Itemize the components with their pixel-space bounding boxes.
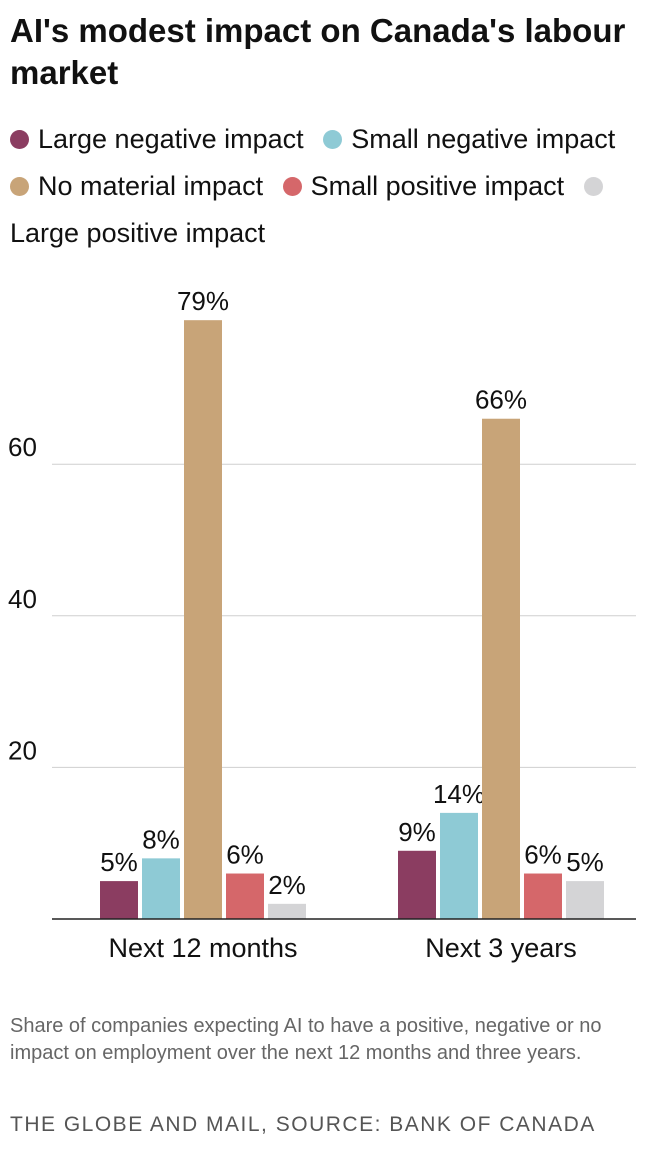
legend: Large negative impact Small negative imp… — [10, 116, 650, 257]
y-tick-label-20: 20 — [8, 735, 37, 765]
legend-swatch-small-negative — [323, 130, 343, 149]
data-label-small-positive-impact-next-3-years: 6% — [524, 840, 562, 870]
legend-item-small-positive: Small positive impact — [282, 171, 565, 201]
legend-label-no-material: No material impact — [38, 171, 264, 201]
legend-swatch-no-material — [10, 177, 29, 196]
bar-no-material-impact-next-12-months — [184, 320, 222, 919]
chart-caption: Share of companies expecting AI to have … — [10, 1015, 602, 1064]
legend-label-small-positive: Small positive impact — [310, 171, 565, 201]
legend-label-large-positive: Large positive impact — [10, 218, 266, 248]
legend-item-large-negative: Large negative impact — [10, 124, 304, 154]
legend-item-large-positive: Large positive impact — [10, 171, 612, 248]
bar-small-positive-impact-next-12-months — [226, 873, 264, 919]
chart-title: AI's modest impact on Canada's labour ma… — [10, 12, 626, 91]
legend-swatch-small-positive — [282, 177, 302, 196]
bar-large-positive-impact-next-12-months — [268, 903, 306, 919]
x-tick-label-next-3-years: Next 3 years — [425, 933, 577, 963]
chart-source: THE GLOBE AND MAIL, SOURCE: BANK OF CANA… — [10, 1113, 596, 1136]
bar-large-negative-impact-next-3-years — [398, 850, 436, 919]
data-label-no-material-impact-next-3-years: 66% — [475, 385, 527, 415]
bar-small-negative-impact-next-3-years — [440, 812, 478, 919]
legend-swatch-large-positive — [583, 177, 603, 196]
bar-large-negative-impact-next-12-months — [100, 881, 138, 919]
legend-item-small-negative: Small negative impact — [323, 124, 615, 154]
data-label-small-negative-impact-next-12-months: 8% — [142, 824, 180, 854]
data-label-large-positive-impact-next-3-years: 5% — [566, 847, 604, 877]
data-label-small-positive-impact-next-12-months: 6% — [226, 840, 264, 870]
data-label-small-negative-impact-next-3-years: 14% — [433, 779, 485, 809]
legend-label-large-negative: Large negative impact — [38, 124, 304, 154]
data-label-large-negative-impact-next-3-years: 9% — [398, 817, 436, 847]
legend-item-no-material: No material impact — [10, 171, 263, 201]
data-label-no-material-impact-next-12-months: 79% — [177, 286, 229, 316]
data-label-large-negative-impact-next-12-months: 5% — [100, 847, 138, 877]
legend-swatch-large-negative — [10, 130, 29, 149]
bar-small-negative-impact-next-12-months — [142, 858, 180, 919]
legend-label-small-negative: Small negative impact — [351, 124, 616, 154]
bar-no-material-impact-next-3-years — [482, 418, 520, 919]
y-tick-label-40: 40 — [8, 584, 37, 614]
bar-large-positive-impact-next-3-years — [566, 881, 604, 919]
data-label-large-positive-impact-next-12-months: 2% — [268, 870, 306, 900]
y-tick-label-60: 60 — [8, 432, 37, 462]
x-tick-label-next-12-months: Next 12 months — [108, 933, 297, 963]
bar-small-positive-impact-next-3-years — [524, 873, 562, 919]
